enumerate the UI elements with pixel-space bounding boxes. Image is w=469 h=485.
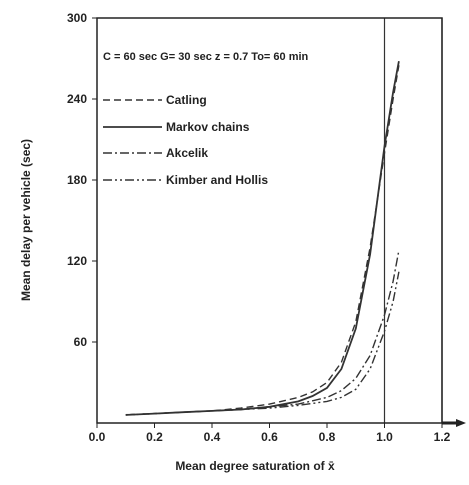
y-tick-label: 240 — [67, 92, 87, 106]
x-tick-label: 0.2 — [146, 430, 163, 444]
x-tick-label: 1.0 — [376, 430, 393, 444]
x-tick-label: 0.8 — [319, 430, 336, 444]
plot-frame — [96, 17, 443, 424]
series-line-3 — [125, 271, 400, 416]
y-tick-label: 300 — [67, 11, 87, 25]
y-tick-label: 180 — [67, 173, 87, 187]
y-tick-label: 60 — [74, 335, 88, 349]
x-tick-label: 0.0 — [89, 430, 106, 444]
legend-label-0: Catling — [166, 93, 207, 107]
series-line-0 — [125, 65, 400, 416]
legend-label-2: Akcelik — [166, 146, 208, 160]
chart-annotation: C = 60 sec G= 30 sec z = 0.7 To= 60 min — [103, 51, 309, 63]
y-tick-label: 120 — [67, 254, 87, 268]
legend-label-1: Markov chains — [166, 120, 250, 134]
y-axis-title: Mean delay per vehicle (sec) — [19, 139, 33, 301]
x-axis-title: Mean degree saturation of x̄ — [175, 459, 335, 473]
series-line-2 — [125, 250, 400, 416]
x-axis-arrow-head — [456, 419, 466, 427]
x-tick-label: 1.2 — [434, 430, 451, 444]
legend-label-3: Kimber and Hollis — [166, 173, 268, 187]
x-tick-label: 0.6 — [261, 430, 278, 444]
series-line-1 — [125, 61, 400, 416]
x-tick-label: 0.4 — [204, 430, 221, 444]
